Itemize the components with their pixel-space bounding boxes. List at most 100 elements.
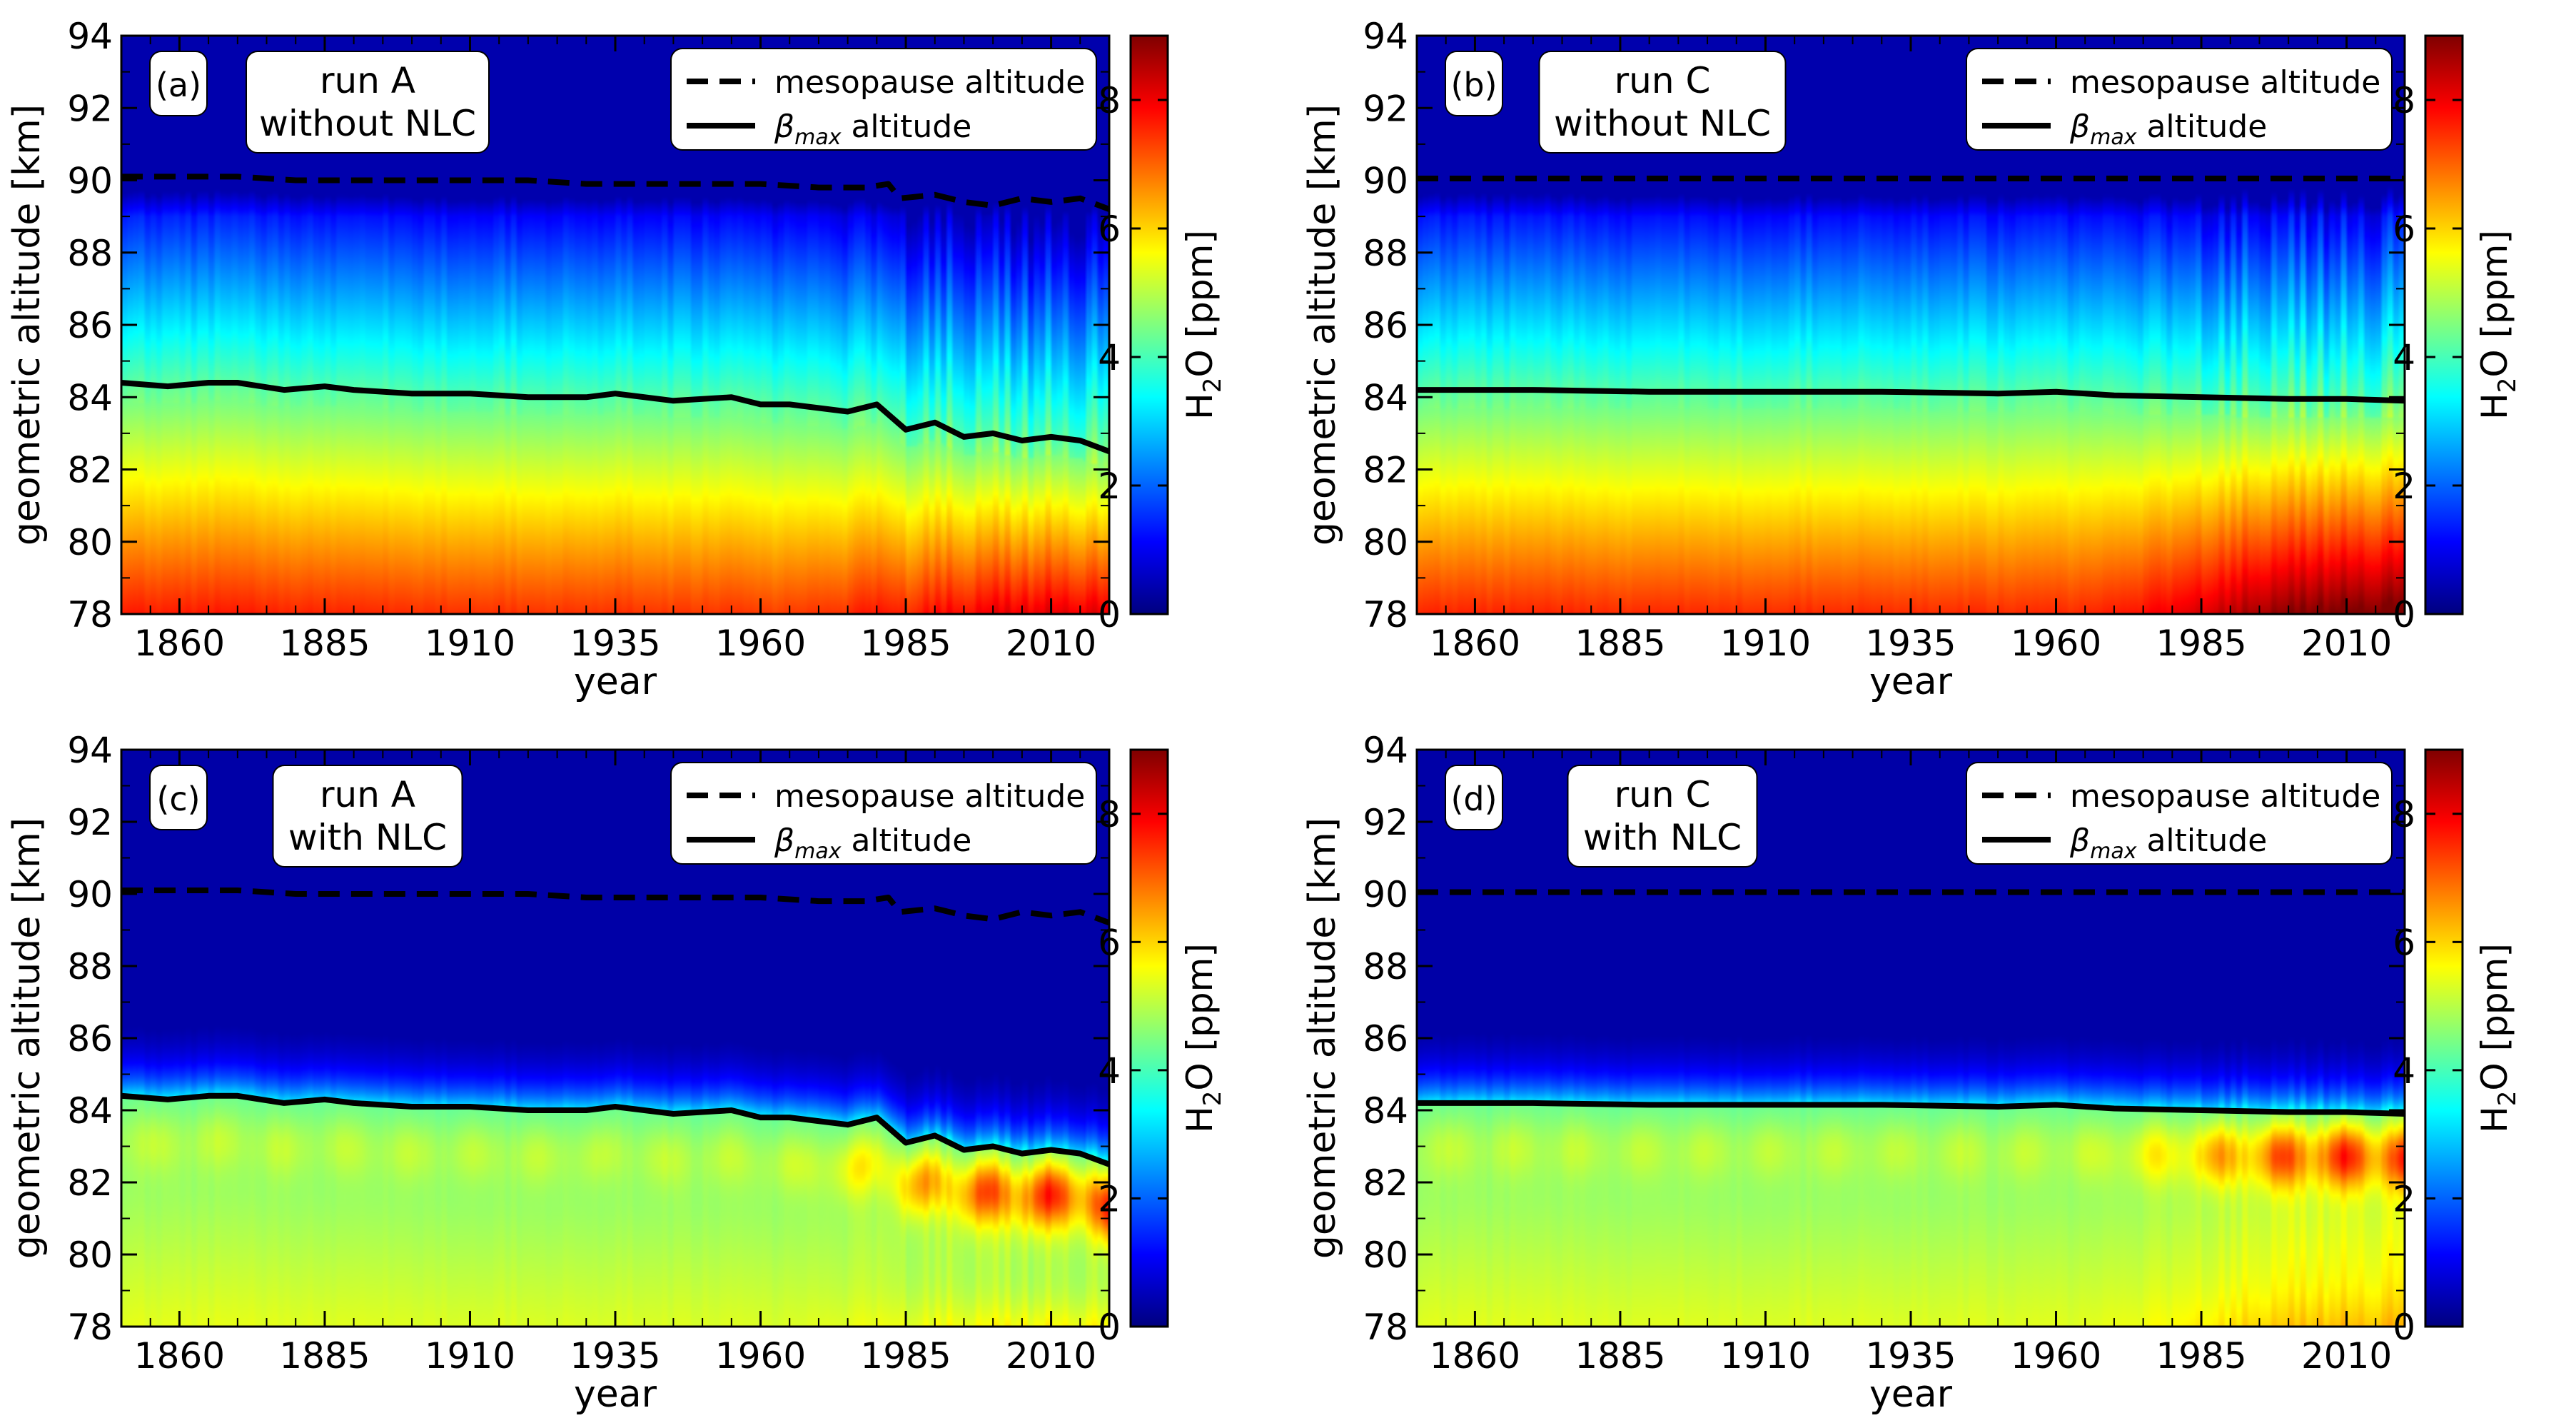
- colorbar-tick-label: 8: [1098, 794, 1121, 835]
- colorbar-tick-label: 2: [1098, 1178, 1121, 1220]
- legend-beta-symbol: β: [774, 823, 794, 859]
- y-tick-label: 78: [67, 1307, 113, 1348]
- colorbar-label: H2O [ppm]: [1179, 230, 1227, 420]
- x-tick-label: 1985: [2156, 623, 2246, 664]
- y-tick-label: 86: [67, 305, 113, 346]
- colorbar-label: H2O [ppm]: [1179, 943, 1227, 1133]
- run-title-line1: run A: [320, 60, 415, 101]
- y-tick-label: 88: [67, 946, 113, 987]
- x-tick-label: 2010: [2301, 623, 2392, 664]
- colorbar-label-rest: O [ppm]: [2474, 230, 2515, 377]
- colorbar-label-sub: 2: [1198, 378, 1227, 393]
- legend-mesopause-label: mesopause altitude: [774, 778, 1085, 815]
- y-tick-label: 88: [1363, 233, 1408, 274]
- y-tick-label: 84: [1363, 377, 1408, 418]
- panel-letter: (b): [1450, 66, 1497, 104]
- colorbar-tick-label: 8: [1098, 80, 1121, 121]
- x-tick-label: 1860: [1430, 1335, 1520, 1377]
- x-tick-label: 1935: [570, 623, 660, 664]
- x-tick-label: 1885: [279, 623, 370, 664]
- beta-max-line: [121, 1092, 1111, 1167]
- y-tick-label: 92: [67, 802, 113, 843]
- x-axis-label: year: [574, 660, 657, 703]
- colorbar-tick-label: 2: [2393, 466, 2415, 507]
- colorbar-tick-label: 4: [1098, 337, 1121, 378]
- colorbar-tick-label: 2: [2393, 1178, 2415, 1220]
- y-tick-label: 80: [67, 1235, 113, 1276]
- colorbar-label-main: H: [2474, 393, 2515, 420]
- run-title-box: [246, 51, 490, 154]
- y-tick-label: 80: [67, 522, 113, 563]
- legend-beta-label: βmax altitude: [774, 109, 971, 150]
- colorbar-tick-label: 4: [2393, 337, 2415, 378]
- y-tick-label: 78: [1363, 1307, 1408, 1348]
- legend-beta-subscript: max: [2090, 839, 2137, 864]
- y-tick-label: 82: [1363, 1162, 1408, 1204]
- colorbar-label: H2O [ppm]: [2474, 943, 2522, 1133]
- y-tick-label: 92: [1363, 802, 1408, 843]
- colorbar-label-rest: O [ppm]: [1179, 230, 1221, 377]
- run-title-line1: run C: [1615, 60, 1711, 101]
- y-tick-label: 82: [67, 1162, 113, 1204]
- y-tick-label: 80: [1363, 1235, 1408, 1276]
- y-tick-label: 94: [67, 730, 113, 771]
- mesopause-line: [121, 174, 1111, 212]
- run-title-line2: without NLC: [1554, 103, 1771, 144]
- colorbar: [2424, 748, 2464, 1328]
- colorbar-label-sub: 2: [2493, 378, 2522, 393]
- y-tick-label: 78: [1363, 594, 1408, 635]
- colorbar: [1129, 34, 1169, 615]
- x-tick-label: 1885: [1575, 623, 1665, 664]
- colorbar-tick-label: 6: [2393, 208, 2415, 250]
- legend-beta-symbol: β: [774, 109, 794, 145]
- legend-box: [1966, 48, 2393, 151]
- legend-mesopause-label: mesopause altitude: [2070, 64, 2380, 101]
- panel-letter-box: [1445, 765, 1503, 830]
- legend-beta-subscript: max: [2090, 125, 2137, 150]
- colorbar-tick-label: 8: [2393, 794, 2415, 835]
- legend-beta-rest: altitude: [2136, 109, 2267, 145]
- x-tick-label: 1860: [134, 623, 225, 664]
- panel-letter: (c): [156, 780, 200, 818]
- colorbar-tick-label: 6: [2393, 922, 2415, 963]
- colorbar: [1129, 748, 1169, 1328]
- colorbar-tick-label: 4: [1098, 1050, 1121, 1092]
- legend-beta-symbol: β: [2069, 109, 2090, 145]
- mesopause-line: [121, 887, 1111, 926]
- colorbar-tick-label: 0: [1098, 594, 1121, 635]
- colorbar-label-main: H: [1179, 1106, 1221, 1133]
- y-tick-label: 94: [1363, 16, 1408, 57]
- legend-beta-label: βmax altitude: [774, 823, 971, 864]
- legend-beta-label: βmax altitude: [2069, 109, 2267, 150]
- x-tick-label: 1885: [1575, 1335, 1665, 1377]
- legend-beta-label: βmax altitude: [2069, 823, 2267, 864]
- colorbar-tick-label: 6: [1098, 922, 1121, 963]
- colorbar-tick-label: 0: [2393, 594, 2415, 635]
- panel-letter: (d): [1450, 780, 1497, 818]
- x-axis-label: year: [574, 1373, 657, 1416]
- legend-beta-subscript: max: [794, 839, 842, 864]
- legend-beta-symbol: β: [2069, 823, 2090, 859]
- x-tick-label: 1960: [2011, 1335, 2101, 1377]
- y-tick-label: 84: [67, 377, 113, 418]
- panel-letter-box: [1445, 51, 1503, 116]
- run-title-line2: with NLC: [1583, 817, 1742, 858]
- y-tick-label: 88: [67, 233, 113, 274]
- x-tick-label: 1960: [2011, 623, 2101, 664]
- panel-letter-box: [149, 51, 208, 116]
- run-title-line1: run A: [320, 774, 415, 815]
- x-axis-label: year: [1869, 1373, 1953, 1416]
- legend-mesopause-label: mesopause altitude: [2070, 778, 2380, 815]
- panel-letter-box: [149, 765, 208, 830]
- panel-letter: (a): [156, 66, 201, 104]
- y-tick-label: 80: [1363, 522, 1408, 563]
- x-tick-label: 1910: [1720, 623, 1811, 664]
- run-title-box: [1567, 765, 1758, 868]
- x-tick-label: 1960: [715, 623, 806, 664]
- run-title-line1: run C: [1615, 774, 1711, 815]
- x-tick-label: 2010: [1006, 1335, 1096, 1377]
- colorbar-label-sub: 2: [2493, 1091, 2522, 1107]
- x-tick-label: 1885: [279, 1335, 370, 1377]
